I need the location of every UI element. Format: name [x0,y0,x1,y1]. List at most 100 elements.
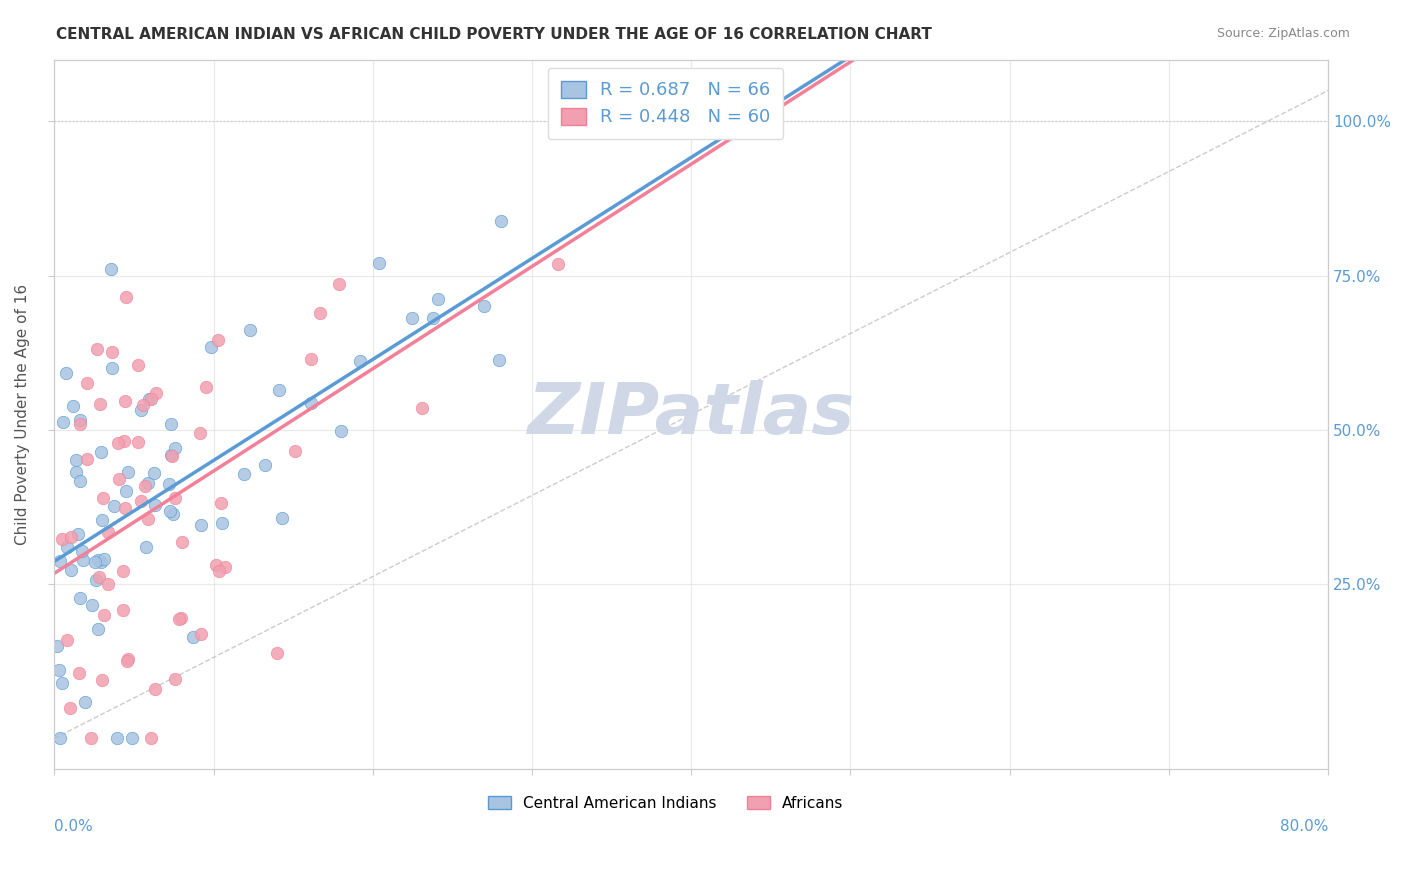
Central American Indians [82,599,104,613]
Africans [91,673,114,687]
Text: CENTRAL AMERICAN INDIAN VS AFRICAN CHILD POVERTY UNDER THE AGE OF 16 CORRELATION: CENTRAL AMERICAN INDIAN VS AFRICAN CHILD… [56,27,932,42]
Africans [139,731,162,746]
Africans [100,344,122,359]
Central American Indians [90,513,112,527]
Central American Indians [56,540,79,554]
Central American Indians [49,554,72,568]
Africans [411,401,433,415]
Africans [328,277,350,292]
Central American Indians [69,475,91,489]
Africans [172,535,194,549]
Central American Indians [48,663,70,677]
Central American Indians [299,396,322,410]
Africans [59,700,82,714]
Central American Indians [349,354,371,368]
Central American Indians [159,417,181,431]
Africans [190,627,212,641]
Africans [107,435,129,450]
Central American Indians [49,731,72,746]
Central American Indians [135,541,157,555]
Central American Indians [103,499,125,513]
Africans [284,444,307,458]
Africans [108,472,131,486]
Africans [195,379,218,393]
Africans [266,646,288,660]
Africans [91,491,114,505]
Central American Indians [143,467,166,481]
Central American Indians [401,310,423,325]
Africans [117,651,139,665]
Central American Indians [59,563,82,577]
Africans [86,342,108,356]
Central American Indians [93,552,115,566]
Central American Indians [90,444,112,458]
Africans [132,398,155,412]
Africans [115,654,138,668]
Africans [93,608,115,623]
Central American Indians [101,361,124,376]
Africans [111,564,134,578]
Central American Indians [472,299,495,313]
Central American Indians [83,556,105,570]
Central American Indians [330,425,353,439]
Central American Indians [86,573,108,587]
Central American Indians [181,630,204,644]
Africans [214,559,236,574]
Africans [87,569,110,583]
Africans [165,491,187,505]
Central American Indians [157,476,180,491]
Central American Indians [69,591,91,606]
Africans [139,392,162,407]
Central American Indians [70,544,93,558]
Africans [69,417,91,431]
Central American Indians [87,553,110,567]
Central American Indians [115,483,138,498]
Central American Indians [233,467,256,482]
Central American Indians [100,262,122,277]
Central American Indians [105,731,128,746]
Central American Indians [55,366,77,380]
Central American Indians [160,448,183,462]
Central American Indians [368,255,391,269]
Africans [97,577,120,591]
Central American Indians [136,476,159,491]
Africans [160,449,183,463]
Africans [129,494,152,508]
Central American Indians [87,622,110,636]
Africans [51,533,73,547]
Africans [55,632,77,647]
Africans [59,530,82,544]
Africans [67,666,90,681]
Africans [163,672,186,686]
Africans [114,394,136,409]
Africans [97,524,120,539]
Africans [308,306,330,320]
Africans [127,358,149,372]
Central American Indians [138,392,160,406]
Africans [127,435,149,450]
Text: 0.0%: 0.0% [55,819,93,834]
Central American Indians [162,508,184,522]
Central American Indians [163,441,186,455]
Africans [136,511,159,525]
Central American Indians [65,453,87,467]
Central American Indians [117,465,139,479]
Central American Indians [72,553,94,567]
Central American Indians [270,511,292,525]
Africans [80,731,103,746]
Africans [170,611,193,625]
Africans [112,603,135,617]
Text: ZIPatlas: ZIPatlas [527,380,855,449]
Africans [114,500,136,515]
Central American Indians [253,458,276,473]
Africans [209,496,232,510]
Central American Indians [121,731,143,746]
Central American Indians [52,415,75,429]
Central American Indians [190,517,212,532]
Central American Indians [159,503,181,517]
Legend: Central American Indians, Africans: Central American Indians, Africans [481,789,851,819]
Africans [299,351,322,366]
Africans [207,564,229,578]
Africans [583,83,606,97]
Central American Indians [143,499,166,513]
